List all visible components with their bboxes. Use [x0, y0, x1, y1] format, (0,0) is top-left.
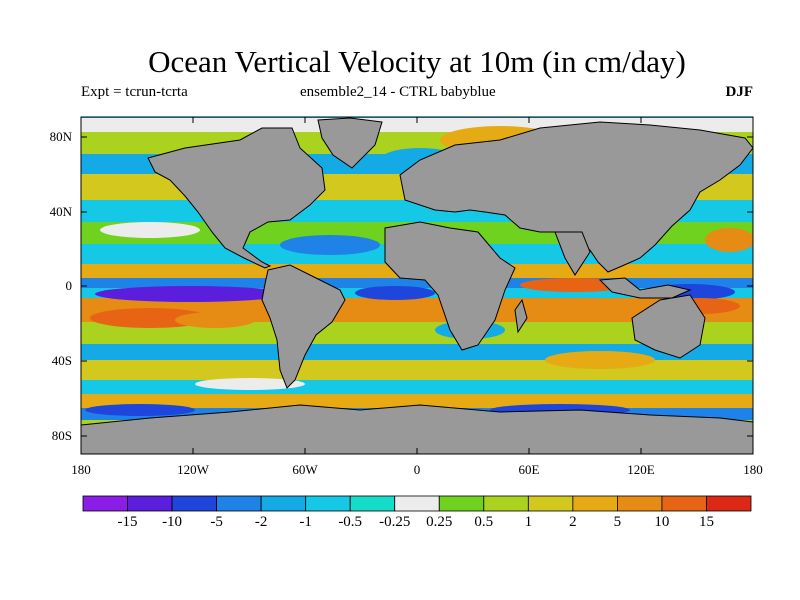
lat-label-0: 0 [65, 278, 73, 293]
colorbar-swatch-2 [171, 495, 217, 512]
colorbar-swatch-12 [617, 495, 663, 512]
colorbar-swatch-1 [127, 495, 173, 512]
map-ticks [80, 117, 754, 454]
colorbar-swatch-9 [483, 495, 529, 512]
map-title: Ocean Vertical Velocity at 10m (in cm/da… [148, 44, 686, 79]
colorbar-label-1: -10 [162, 514, 183, 530]
colorbar-swatch-6 [349, 495, 396, 512]
colorbar-label-12: 10 [654, 514, 670, 530]
land [81, 117, 753, 454]
lon-label-180w: 180 [71, 462, 91, 477]
colorbar-swatch-8 [438, 495, 485, 512]
colorbar-label-11: 5 [613, 514, 622, 530]
antarctica [81, 404, 753, 454]
colorbar-label-10: 2 [569, 514, 577, 530]
colorbar-swatch-14 [706, 495, 752, 512]
colorbar-label-6: -0.25 [379, 514, 411, 530]
ensemble-label: ensemble2_14 - CTRL babyblue [300, 84, 496, 100]
colorbar-label-13: 15 [698, 514, 714, 530]
colorbar-swatch-11 [572, 495, 618, 512]
lon-label-120w: 120W [177, 462, 209, 477]
colorbar-swatch-0 [82, 495, 128, 512]
colorbar-swatch-5 [305, 495, 351, 512]
colorbar-label-0: -15 [117, 514, 138, 530]
lon-label-180e: 180 [743, 462, 763, 477]
lat-label-80s: 80S [51, 428, 72, 443]
colorbar-label-2: -5 [210, 514, 223, 530]
india [554, 231, 591, 276]
colorbar-label-5: -0.5 [338, 514, 363, 530]
lon-label-60e: 60E [518, 462, 540, 477]
lat-label-40n: 40N [49, 204, 72, 219]
colorbar [82, 495, 752, 512]
south-america [261, 264, 346, 389]
colorbar-swatch-7 [394, 495, 440, 512]
madagascar [514, 298, 528, 334]
colorbar-label-9: 1 [524, 514, 533, 530]
africa [384, 221, 516, 351]
maritime-continent [598, 277, 692, 299]
lat-label-40s: 40S [51, 353, 72, 368]
colorbar-swatch-4 [260, 495, 307, 512]
lon-label-0: 0 [413, 462, 421, 477]
lon-label-120e: 120E [627, 462, 655, 477]
colorbar-label-8: 0.5 [474, 514, 494, 530]
colorbar-swatch-13 [661, 495, 707, 512]
colorbar-label-7: 0.25 [426, 514, 453, 530]
north-america [147, 127, 326, 269]
season-label: DJF [725, 84, 754, 100]
lon-label-60w: 60W [292, 462, 318, 477]
eurasia [399, 121, 753, 273]
greenland [317, 117, 383, 169]
lat-label-80n: 80N [49, 129, 72, 144]
experiment-label: Expt = tcrun-tcrta [81, 84, 188, 100]
colorbar-label-3: -2 [254, 514, 268, 530]
colorbar-swatch-10 [527, 495, 574, 512]
colorbar-swatch-3 [216, 495, 262, 512]
colorbar-label-4: -1 [299, 514, 312, 530]
ocean-field [81, 117, 753, 454]
